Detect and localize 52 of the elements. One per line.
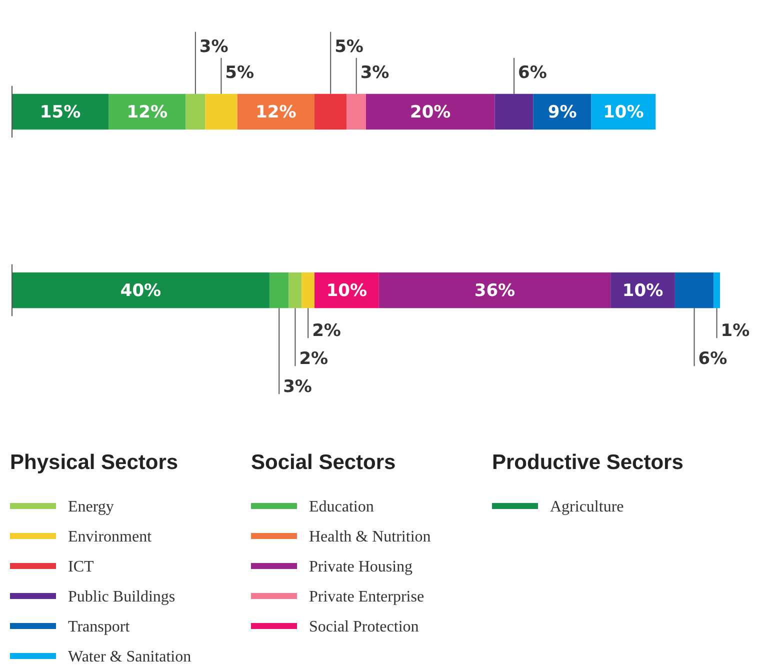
data-label: 12%: [256, 102, 296, 123]
legend-label: Private Housing: [309, 558, 413, 576]
data-label: 5%: [225, 62, 254, 83]
data-label: 3%: [283, 377, 312, 398]
legend-label: Social Protection: [309, 618, 419, 636]
legend-label: Public Buildings: [68, 588, 176, 606]
legend-label: ICT: [68, 558, 94, 576]
text: Productive Sectors: [492, 451, 684, 474]
data-label: 1%: [720, 321, 750, 342]
data-label: 10%: [326, 281, 368, 302]
data-label: 6%: [698, 349, 728, 370]
data-label: 3%: [199, 36, 228, 57]
bar: [205, 94, 238, 130]
bar: [378, 272, 611, 308]
legend-label: Water & Sanitation: [68, 648, 192, 666]
bar: [288, 272, 302, 308]
bar: [12, 272, 270, 308]
data-label: 40%: [120, 281, 162, 302]
legend-label: Health & Nutrition: [309, 528, 431, 546]
bar: [346, 94, 366, 130]
bar: [674, 272, 714, 308]
data-label: 6%: [518, 62, 547, 83]
legend-label: Transport: [68, 618, 130, 636]
bar: [12, 94, 109, 130]
legend-label: Environment: [68, 528, 152, 546]
data-label: 3%: [360, 62, 390, 83]
bar: [108, 94, 186, 130]
legend-label: Energy: [68, 498, 114, 516]
bar: [494, 94, 534, 130]
data-label: 10%: [603, 102, 644, 123]
bar: [366, 94, 495, 130]
bar: [302, 272, 315, 308]
data-label: 5%: [334, 36, 364, 57]
legend-label: Agriculture: [550, 498, 624, 516]
text: Social Sectors: [251, 451, 396, 474]
legend-label: Education: [309, 498, 374, 516]
data-label: 9%: [548, 102, 577, 123]
bar: [237, 94, 315, 130]
bar: [314, 94, 347, 130]
text: Physical Sectors: [10, 451, 178, 474]
data-label: 15%: [40, 102, 81, 123]
bar: [714, 272, 720, 308]
data-label: 36%: [474, 281, 516, 302]
data-label: 12%: [126, 102, 168, 123]
data-label: 10%: [622, 281, 664, 302]
data-label: 20%: [410, 102, 451, 123]
bar: [186, 94, 206, 130]
bar: [269, 272, 289, 308]
legend-label: Private Enterprise: [309, 588, 424, 606]
data-label: 2%: [312, 321, 341, 342]
data-label: 2%: [299, 349, 328, 370]
bar: [533, 94, 592, 130]
